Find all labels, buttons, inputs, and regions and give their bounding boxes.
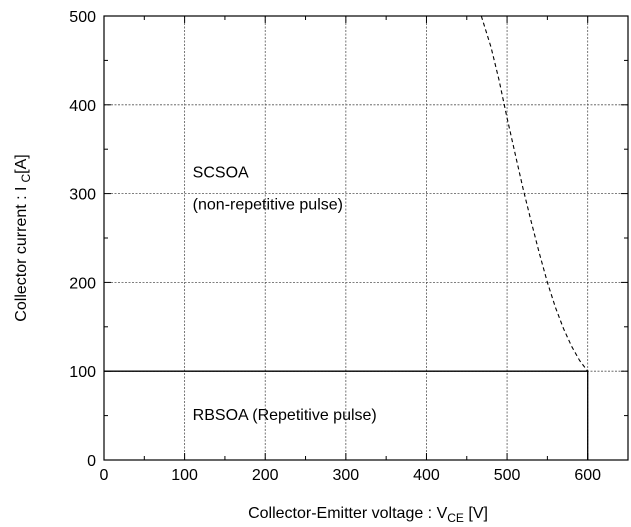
y-axis-label: Collector current : IC[A]: [13, 154, 33, 321]
x-tick-label: 500: [494, 467, 521, 484]
y-tick-label: 100: [69, 364, 96, 381]
grid: [104, 16, 628, 460]
annotation-rbsoa: RBSOA (Repetitive pulse): [193, 407, 377, 424]
x-tick-label: 600: [574, 467, 601, 484]
y-tick-label: 500: [69, 9, 96, 26]
x-tick-label: 200: [252, 467, 279, 484]
x-tick-label: 300: [332, 467, 359, 484]
rbsoa-boundary-line: [104, 370, 589, 460]
y-tick-label: 300: [69, 187, 96, 204]
x-tick-label: 0: [100, 467, 109, 484]
y-tick-label: 0: [87, 453, 96, 470]
x-axis-label: Collector-Emitter voltage : VCE [V]: [248, 505, 488, 525]
axis-ticks: 0 100 200 300 400 500 600 0 100 200 300 400 500: [69, 9, 629, 484]
y-tick-label: 200: [69, 275, 96, 292]
data-lines: [104, 15, 589, 460]
x-tick-label: 400: [413, 467, 440, 484]
y-tick-label: 400: [69, 98, 96, 115]
plot-frame: [103, 15, 629, 461]
plot-border: [103, 15, 629, 461]
scsoa-boundary-line: [480, 15, 589, 372]
annotation-scsoa: SCSOA: [193, 165, 249, 182]
x-tick-label: 100: [171, 467, 198, 484]
annotation-scsoa-sub: (non-repetitive pulse): [193, 197, 343, 214]
annotations: SCSOA (non-repetitive pulse) RBSOA (Repeti…: [193, 165, 377, 424]
